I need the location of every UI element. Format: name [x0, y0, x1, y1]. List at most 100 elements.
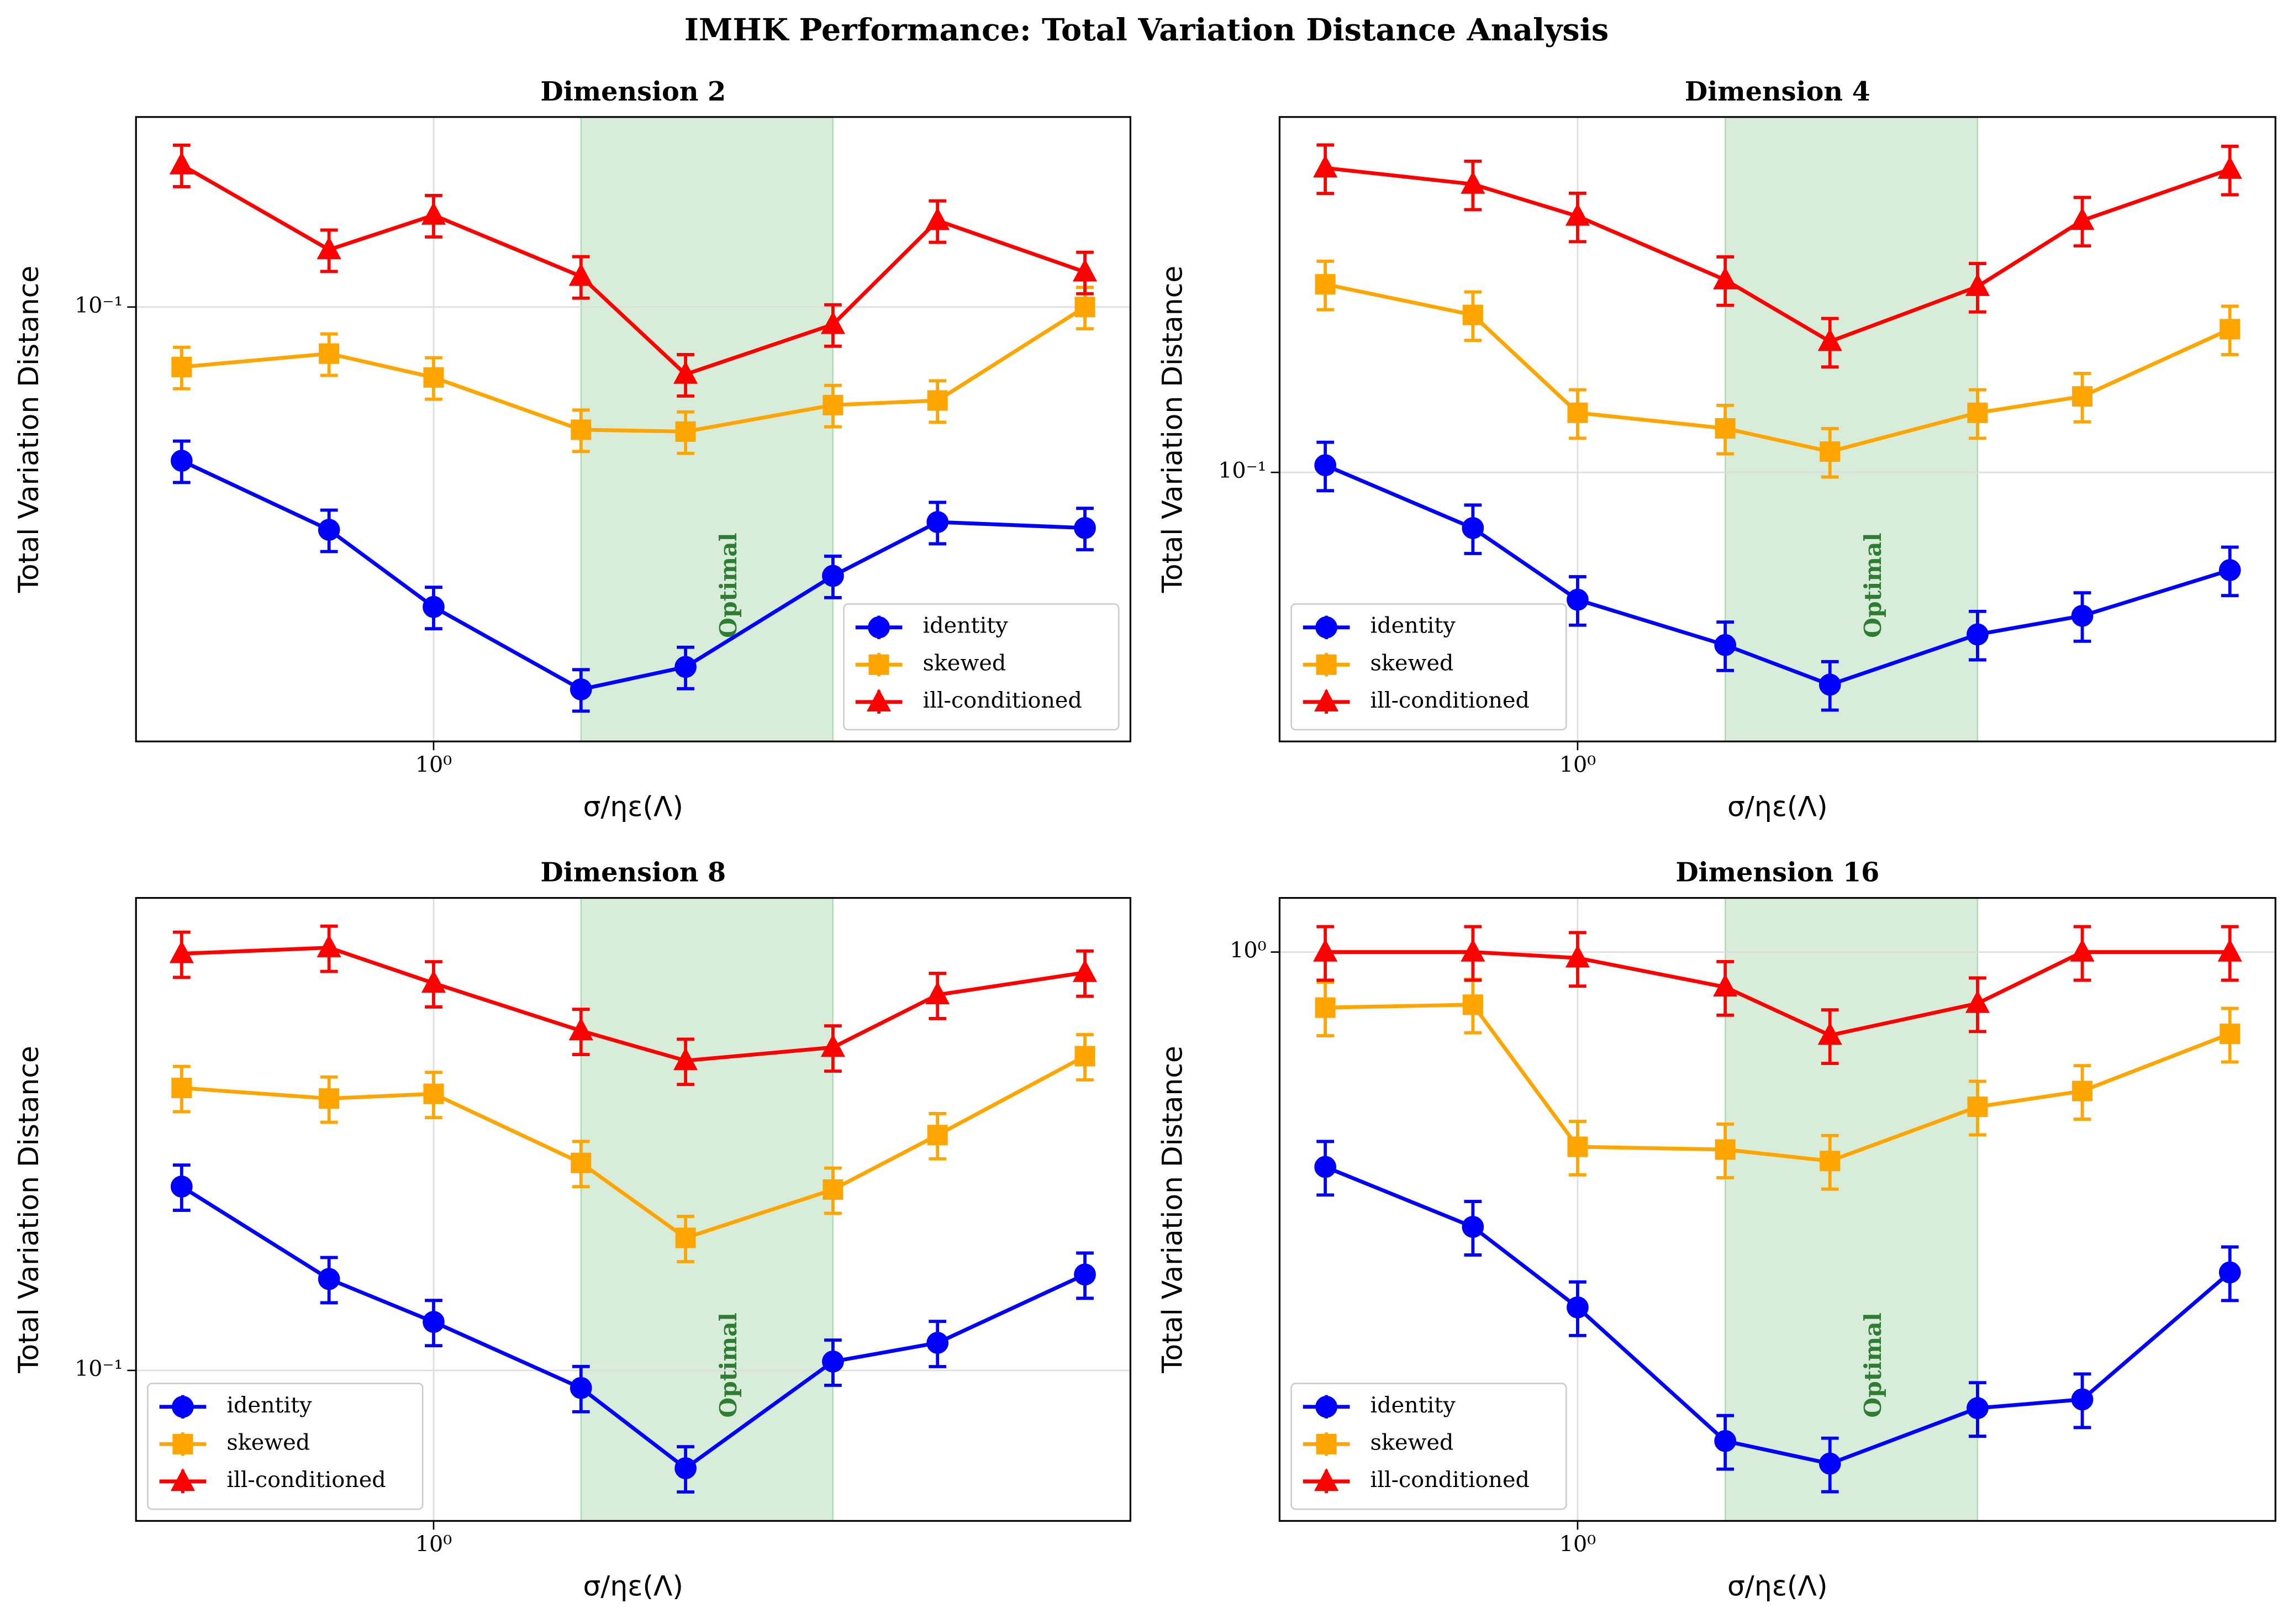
- subplot-title: Dimension 2: [540, 76, 726, 107]
- marker: [926, 1332, 949, 1354]
- axes-frame: [135, 116, 1131, 742]
- marker: [1314, 688, 1339, 711]
- marker: [820, 311, 845, 334]
- legend-box: [843, 603, 1120, 731]
- shaded-region: [580, 898, 834, 1521]
- marker: [1313, 155, 1338, 178]
- axes-frame: [1278, 116, 2276, 742]
- plot-area: [1279, 898, 2276, 1521]
- marker: [823, 394, 844, 415]
- marker: [571, 1152, 592, 1173]
- x-tick-label: 10⁰: [1559, 1531, 1596, 1557]
- marker: [1461, 171, 1485, 194]
- marker: [1074, 297, 1095, 318]
- x-axis-label: σ/ηε(Λ): [583, 1570, 684, 1602]
- marker: [169, 151, 194, 175]
- marker: [1817, 328, 1842, 351]
- marker: [2070, 207, 2095, 230]
- y-axis-label: Total Variation Distance: [12, 266, 45, 594]
- plot-area: [1279, 117, 2276, 742]
- legend-label: identity: [226, 1393, 312, 1418]
- series-line: [1325, 1003, 2231, 1163]
- marker: [423, 1083, 444, 1104]
- marker: [1565, 945, 1590, 968]
- marker: [1316, 1433, 1337, 1454]
- marker: [1315, 997, 1336, 1018]
- marker: [2217, 938, 2242, 962]
- marker: [423, 367, 444, 388]
- subplot-title: Dimension 8: [540, 857, 726, 888]
- series-line: [180, 1185, 1086, 1471]
- marker: [1316, 654, 1337, 675]
- marker: [822, 1351, 844, 1373]
- y-tick-label: 10⁻¹: [1218, 458, 1266, 483]
- x-axis-label: σ/ηε(Λ): [1727, 1570, 1828, 1602]
- marker: [1965, 273, 1990, 296]
- marker: [1462, 304, 1483, 325]
- marker: [317, 934, 341, 957]
- marker: [673, 361, 698, 384]
- marker: [170, 450, 193, 472]
- marker: [570, 1377, 592, 1399]
- marker: [570, 678, 592, 700]
- marker: [2218, 559, 2241, 581]
- y-tick-label: 10⁻¹: [75, 1356, 123, 1382]
- marker: [2071, 604, 2094, 627]
- marker: [1818, 673, 1841, 696]
- marker: [571, 419, 592, 440]
- series-line: [1324, 463, 2231, 687]
- marker: [675, 1227, 696, 1248]
- marker: [2218, 1261, 2241, 1284]
- legend-label: ill-conditioned: [1370, 1467, 1530, 1493]
- legend-label: skewed: [226, 1430, 310, 1455]
- marker: [1462, 994, 1483, 1015]
- marker: [1313, 938, 1338, 962]
- marker: [927, 390, 948, 411]
- series-line: [181, 1054, 1086, 1240]
- marker: [1315, 616, 1337, 639]
- marker: [1715, 418, 1736, 439]
- marker: [674, 1457, 697, 1479]
- marker: [1074, 516, 1096, 539]
- marker: [1967, 402, 1988, 423]
- marker: [1714, 1430, 1737, 1452]
- marker: [925, 207, 950, 230]
- marker: [2220, 1024, 2241, 1045]
- marker: [568, 1017, 593, 1041]
- marker: [1567, 588, 1589, 611]
- marker: [2217, 156, 2242, 179]
- marker: [1713, 266, 1738, 289]
- series-line: [1325, 282, 2231, 454]
- series-line: [181, 305, 1086, 434]
- y-tick-label: 10⁻¹: [75, 293, 123, 318]
- marker: [1461, 938, 1485, 962]
- marker: [318, 1268, 340, 1290]
- marker: [568, 263, 593, 286]
- marker: [1967, 623, 1989, 646]
- marker: [1315, 274, 1336, 295]
- marker: [823, 1179, 844, 1200]
- marker: [868, 616, 890, 639]
- marker: [1462, 1216, 1484, 1238]
- marker: [1818, 1452, 1841, 1475]
- legend-label: skewed: [1370, 1430, 1454, 1455]
- marker: [169, 940, 194, 963]
- marker: [1072, 959, 1098, 982]
- marker: [170, 1175, 193, 1198]
- legend-label: skewed: [1370, 650, 1454, 676]
- marker: [172, 1433, 193, 1454]
- marker: [927, 1125, 948, 1146]
- legend-box: [147, 1383, 424, 1510]
- marker: [317, 236, 341, 260]
- marker: [2071, 1388, 2094, 1411]
- marker: [1315, 1395, 1337, 1418]
- legend-box: [1290, 1383, 1567, 1510]
- axes-frame: [135, 897, 1131, 1522]
- marker: [319, 1088, 340, 1109]
- marker: [171, 356, 192, 377]
- region-label: Optimal: [714, 1312, 742, 1417]
- series-line: [1325, 950, 2230, 1037]
- y-axis-label: Total Variation Distance: [1156, 266, 1188, 594]
- legend-label: identity: [1370, 613, 1456, 639]
